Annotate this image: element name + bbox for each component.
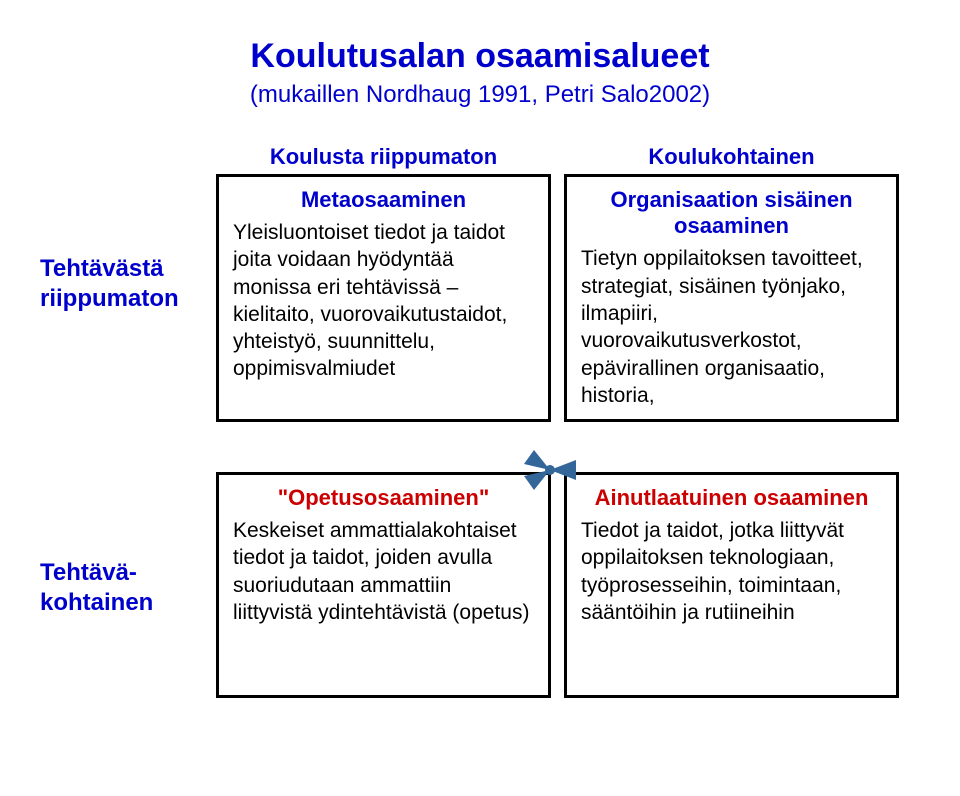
- cell-body: Yleisluontoiset tiedot ja taidot joita v…: [233, 219, 534, 383]
- title-main: Koulutusalan osaamisalueet: [40, 36, 920, 77]
- cell-title: "Opetusosaaminen": [233, 485, 534, 511]
- cell-body: Tietyn oppilaitoksen tavoitteet, strateg…: [581, 245, 882, 409]
- arrows-icon: [518, 438, 582, 502]
- cell-body: Tiedot ja taidot, jotka liittyvät oppila…: [581, 517, 882, 626]
- column-header-left: Koulusta riippumaton: [216, 144, 551, 170]
- cell-title: Organisaation sisäinen osaaminen: [581, 187, 882, 240]
- cell-ainutlaatuinen: Ainutlaatuinen osaaminen Tiedot ja taido…: [564, 472, 899, 698]
- cell-title: Ainutlaatuinen osaaminen: [581, 485, 882, 511]
- title-subtitle: (mukaillen Nordhaug 1991, Petri Salo2002…: [40, 81, 920, 110]
- cell-opetusosaaminen: "Opetusosaaminen" Keskeiset ammattialako…: [216, 472, 551, 698]
- matrix-area: Koulusta riippumaton Koulukohtainen Teht…: [40, 144, 920, 704]
- slide: Koulutusalan osaamisalueet (mukaillen No…: [0, 0, 960, 796]
- slide-title: Koulutusalan osaamisalueet (mukaillen No…: [40, 36, 920, 110]
- cell-title: Metaosaaminen: [233, 187, 534, 213]
- column-header-right: Koulukohtainen: [564, 144, 899, 170]
- row-label-top: Tehtävästä riippumaton: [40, 254, 200, 314]
- row-label-bottom: Tehtävä-kohtainen: [40, 558, 200, 618]
- cell-metaosaaminen: Metaosaaminen Yleisluontoiset tiedot ja …: [216, 174, 551, 422]
- cell-organisaation-sisainen: Organisaation sisäinen osaaminen Tietyn …: [564, 174, 899, 422]
- cell-body: Keskeiset ammattialakohtaiset tiedot ja …: [233, 517, 534, 626]
